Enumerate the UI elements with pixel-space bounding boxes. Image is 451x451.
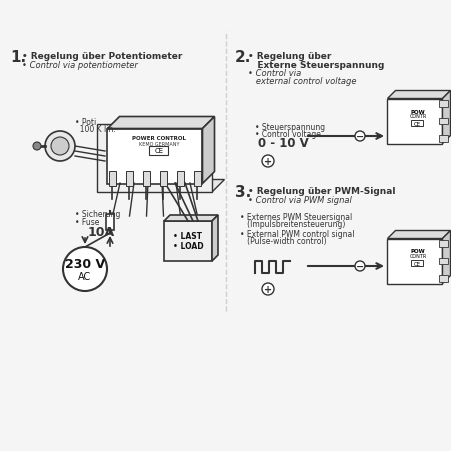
- Text: CE: CE: [413, 121, 419, 126]
- FancyBboxPatch shape: [109, 172, 115, 186]
- Polygon shape: [97, 180, 224, 192]
- Circle shape: [45, 132, 75, 161]
- Polygon shape: [164, 216, 217, 221]
- Text: POW: POW: [410, 109, 424, 114]
- FancyBboxPatch shape: [149, 146, 168, 155]
- Polygon shape: [387, 231, 450, 239]
- FancyBboxPatch shape: [410, 120, 423, 127]
- Text: 0 - 10 V: 0 - 10 V: [258, 137, 308, 150]
- Circle shape: [262, 156, 273, 168]
- FancyBboxPatch shape: [410, 260, 423, 267]
- FancyBboxPatch shape: [438, 136, 446, 143]
- Polygon shape: [442, 91, 450, 144]
- Text: +: +: [263, 156, 272, 166]
- Polygon shape: [164, 221, 212, 262]
- Text: CE: CE: [154, 147, 163, 154]
- Circle shape: [33, 143, 41, 151]
- Text: POWER CONTROL: POWER CONTROL: [132, 136, 186, 141]
- Text: • External PWM control signal: • External PWM control signal: [239, 230, 354, 239]
- Text: 230 V: 230 V: [65, 257, 105, 270]
- Text: • LOAD: • LOAD: [172, 242, 203, 251]
- Text: • Sicherung: • Sicherung: [75, 210, 120, 219]
- Text: • Poti: • Poti: [75, 118, 96, 127]
- Text: • Steuerspannung: • Steuerspannung: [254, 123, 324, 132]
- Text: −: −: [355, 132, 363, 142]
- Text: CONTR: CONTR: [409, 114, 426, 119]
- Text: • Regelung über Potentiometer: • Regelung über Potentiometer: [22, 52, 182, 61]
- Polygon shape: [107, 129, 202, 184]
- Text: • Externes PWM Steuersignal: • Externes PWM Steuersignal: [239, 212, 351, 221]
- Text: 2.: 2.: [235, 50, 251, 65]
- Text: • Control via potentiometer: • Control via potentiometer: [22, 61, 138, 70]
- Text: • Control via: • Control via: [248, 69, 300, 78]
- FancyBboxPatch shape: [143, 172, 149, 186]
- Text: CE: CE: [413, 261, 419, 266]
- Text: (Impulsbreitensteuerung): (Impulsbreitensteuerung): [239, 220, 345, 229]
- FancyBboxPatch shape: [160, 172, 166, 186]
- Text: AC: AC: [78, 272, 92, 281]
- Polygon shape: [442, 231, 450, 284]
- Polygon shape: [97, 124, 212, 192]
- Polygon shape: [387, 91, 450, 99]
- FancyBboxPatch shape: [438, 101, 446, 107]
- Polygon shape: [212, 216, 217, 262]
- Text: • Control via PWM signal: • Control via PWM signal: [248, 196, 351, 205]
- FancyBboxPatch shape: [438, 119, 446, 125]
- Text: +: +: [263, 285, 272, 295]
- Text: −: −: [355, 262, 363, 272]
- Text: • LAST: • LAST: [173, 232, 202, 241]
- Circle shape: [262, 283, 273, 295]
- FancyBboxPatch shape: [438, 276, 446, 282]
- Text: Externe Steuerspannung: Externe Steuerspannung: [248, 61, 383, 70]
- Text: 10A: 10A: [88, 226, 115, 239]
- Circle shape: [63, 248, 107, 291]
- Text: POW: POW: [410, 249, 424, 254]
- FancyBboxPatch shape: [177, 172, 184, 186]
- FancyBboxPatch shape: [438, 241, 446, 247]
- Circle shape: [51, 138, 69, 156]
- Circle shape: [354, 262, 364, 272]
- Polygon shape: [387, 99, 442, 144]
- FancyBboxPatch shape: [126, 172, 133, 186]
- FancyBboxPatch shape: [438, 258, 446, 265]
- FancyBboxPatch shape: [194, 172, 200, 186]
- Text: • Control voltage: • Control voltage: [254, 130, 320, 139]
- Text: KEMO GERMANY: KEMO GERMANY: [138, 142, 179, 147]
- Circle shape: [354, 132, 364, 142]
- Text: (Pulse-width control): (Pulse-width control): [239, 236, 326, 245]
- Polygon shape: [202, 117, 214, 184]
- Polygon shape: [106, 215, 114, 230]
- Polygon shape: [107, 117, 214, 129]
- Text: 3.: 3.: [235, 184, 251, 199]
- Text: external control voltage: external control voltage: [248, 77, 356, 86]
- Text: • Regelung über: • Regelung über: [248, 52, 331, 61]
- Text: • Regelung über PWM-Signal: • Regelung über PWM-Signal: [248, 187, 395, 196]
- Text: 100 K lin.: 100 K lin.: [75, 125, 115, 133]
- Text: CONTR: CONTR: [409, 254, 426, 259]
- Text: • Fuse: • Fuse: [75, 217, 99, 226]
- Polygon shape: [387, 239, 442, 284]
- Text: 1.: 1.: [10, 50, 26, 65]
